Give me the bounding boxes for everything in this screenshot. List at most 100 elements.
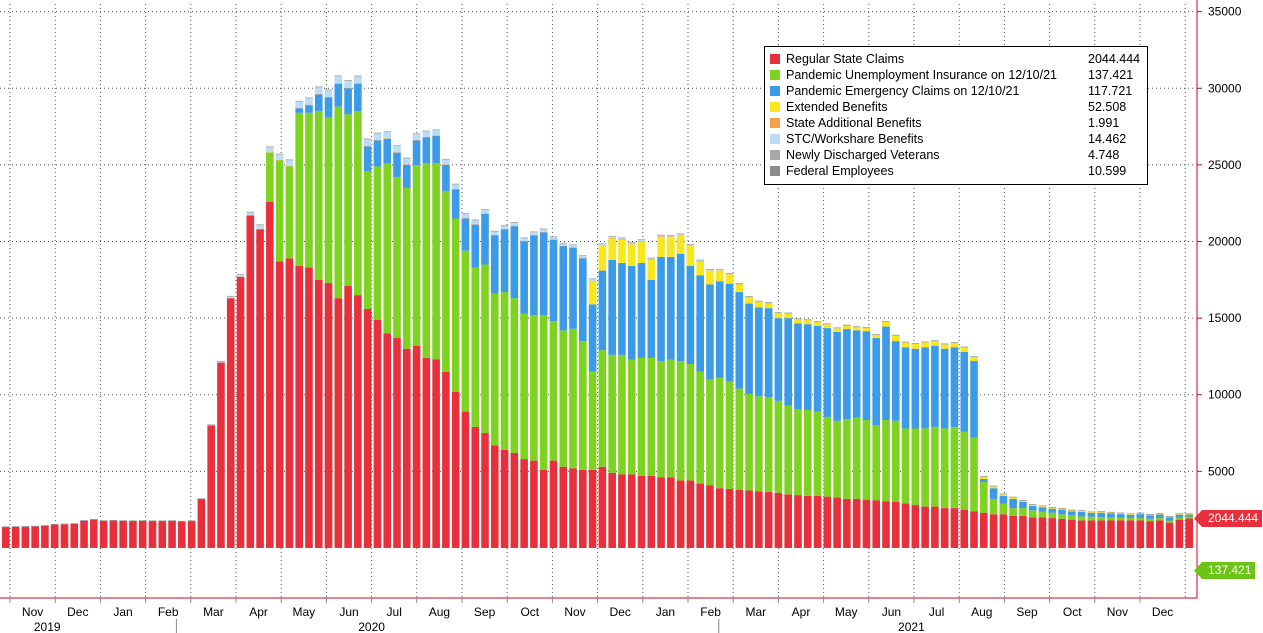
bar-segment-s2-w48	[471, 224, 480, 268]
legend-swatch	[770, 166, 780, 176]
bar-segment-s1-w68	[667, 359, 675, 478]
bar-segment-s0-w49	[481, 433, 489, 548]
x-tick-label-month: Nov	[22, 605, 43, 619]
bar-segment-s3-w113	[1107, 512, 1115, 514]
legend-value: 117.721	[1088, 84, 1133, 98]
bar-segment-s1-w41	[402, 187, 411, 349]
bar-segment-s0-w76	[745, 490, 753, 548]
bar-segment-s1-w44	[432, 163, 440, 360]
bar-segment-s2-w68	[667, 256, 675, 360]
y-tick-label: 10000	[1208, 388, 1242, 402]
bar-segment-s3-w79	[774, 313, 783, 319]
bar-segment-s3-w112	[1097, 511, 1105, 513]
bar-segment-s0-w34	[334, 298, 343, 548]
bar-segment-s5-w59	[579, 255, 587, 258]
bar-segment-s1-w114	[1116, 517, 1125, 521]
legend-label: Regular State Claims	[786, 52, 905, 66]
bar-segment-s1-w72	[706, 379, 714, 486]
bar-segment-s2-w112	[1097, 512, 1105, 518]
bar-segment-s1-w95	[931, 426, 939, 507]
bar-segment-s1-w49	[481, 264, 489, 434]
bar-segment-s1-w62	[608, 354, 616, 473]
last-value-tag-regular-state-claims: 2044.444	[1194, 510, 1263, 528]
bar-segment-s5-w70	[686, 244, 695, 246]
bar-segment-s1-w54	[530, 315, 538, 461]
bar-segment-s0-w117	[1146, 521, 1154, 548]
bar-segment-s1-w109	[1068, 515, 1076, 520]
bar-segment-s1-w50	[491, 293, 499, 446]
bar-segment-s1-w97	[950, 426, 959, 509]
bar-segment-s1-w52	[510, 298, 519, 453]
legend-label: STC/Workshare Benefits	[786, 132, 924, 146]
bar-segment-s1-w33	[324, 117, 333, 283]
bar-segment-s0-w112	[1097, 520, 1105, 548]
bar-segment-s1-w106	[1038, 511, 1047, 518]
bar-segment-s3-w102	[999, 494, 1008, 496]
bar-segment-s1-w29	[285, 166, 294, 259]
bar-segment-s1-w38	[373, 166, 382, 320]
bar-segment-s1-w48	[471, 267, 480, 427]
bar-segment-s1-w80	[784, 405, 792, 495]
bar-segment-s2-w109	[1068, 511, 1076, 516]
bar-segment-s0-w21	[207, 425, 215, 548]
bar-segment-s3-w80	[784, 313, 792, 319]
bar-segment-s2-w84	[823, 328, 832, 417]
legend-swatch	[770, 118, 780, 128]
bar-segment-s1-w70	[686, 364, 695, 481]
bar-segment-s0-w85	[833, 497, 841, 548]
bar-segment-s2-w71	[696, 275, 704, 372]
x-tick-label-month: Sep	[1016, 605, 1038, 619]
bar-segment-s2-w61	[598, 270, 607, 351]
bar-segment-s3-w120	[1175, 513, 1184, 515]
bar-segment-s2-w86	[843, 328, 851, 420]
bar-segment-s5-w27	[266, 147, 274, 153]
legend-label: Federal Employees	[786, 164, 894, 178]
bar-segment-s0-w60	[588, 469, 597, 548]
legend-entry: Extended Benefits 52.508	[770, 99, 1142, 115]
bar-segment-s2-w99	[970, 361, 978, 438]
bar-segment-s2-w58	[569, 247, 577, 329]
bar-segment-s5-w21	[207, 424, 215, 426]
bar-segment-s0-w16	[158, 520, 167, 548]
bar-segment-s0-w31	[305, 267, 313, 548]
bar-segment-s2-w67	[657, 256, 665, 362]
bar-segment-s2-w31	[305, 105, 313, 113]
bar-segment-s1-w30	[295, 112, 303, 267]
x-tick-label-month: Aug	[971, 605, 992, 619]
bar-segment-s3-w117	[1146, 514, 1154, 516]
legend-value: 10.599	[1088, 164, 1127, 178]
bar-segment-s3-w68	[667, 236, 675, 257]
bar-segment-s0-w3	[31, 526, 39, 548]
bar-segment-s2-w59	[579, 258, 587, 342]
bar-segment-s5-w75	[735, 283, 744, 285]
bar-segment-s2-w103	[1009, 498, 1017, 509]
bar-segment-s3-w66	[647, 259, 656, 280]
bar-segment-s1-w34	[334, 106, 343, 299]
bar-segment-s5-w62	[608, 236, 616, 238]
bar-segment-s0-w82	[803, 495, 812, 548]
bar-segment-s1-w84	[823, 416, 832, 497]
x-tick-label-month: Apr	[792, 605, 811, 619]
bar-segment-s2-w36	[354, 83, 362, 112]
bar-segment-s0-w12	[119, 520, 127, 548]
bar-segment-s0-w20	[197, 498, 206, 548]
x-tick-label-month: Feb	[158, 605, 179, 619]
x-tick-label-month: Feb	[700, 605, 721, 619]
bar-segment-s1-w77	[755, 396, 763, 492]
bar-segment-s1-w47	[461, 250, 470, 412]
bar-segment-s2-w105	[1028, 505, 1037, 511]
y-tick-label: 35000	[1208, 5, 1242, 19]
bar-segment-s1-w90	[882, 420, 890, 502]
bar-segment-s3-w78	[764, 303, 773, 309]
bar-segment-s2-w57	[559, 246, 568, 331]
bar-segment-s1-w89	[872, 425, 881, 501]
bar-segment-s0-w96	[940, 508, 949, 548]
bar-segment-s0-w28	[275, 261, 284, 548]
x-tick-label-month: Dec	[67, 605, 88, 619]
bar-segment-s2-w110	[1077, 511, 1086, 517]
x-tick-label-month: Aug	[429, 605, 450, 619]
bar-segment-s0-w89	[872, 500, 881, 548]
bar-segment-s3-w90	[882, 321, 890, 327]
legend-value: 4.748	[1088, 148, 1120, 162]
bar-segment-s5-w36	[354, 76, 362, 84]
